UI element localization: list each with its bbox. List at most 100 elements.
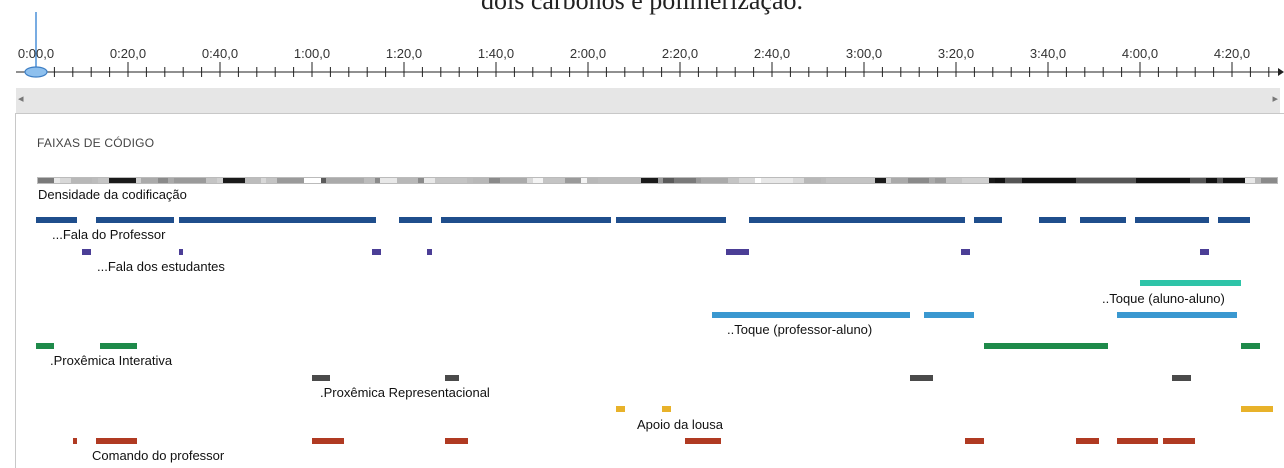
coding-segment[interactable] bbox=[749, 217, 966, 223]
density-segment bbox=[663, 178, 674, 183]
density-segment bbox=[994, 178, 1006, 183]
coding-segment[interactable] bbox=[1172, 374, 1191, 381]
track-label: ..Toque (professor-aluno) bbox=[727, 321, 873, 337]
coding-segment[interactable] bbox=[1241, 343, 1260, 349]
density-segment bbox=[739, 178, 756, 183]
coding-segment[interactable] bbox=[615, 217, 726, 223]
density-segment bbox=[1260, 178, 1278, 183]
coding-segment[interactable] bbox=[312, 374, 331, 381]
coding-segment[interactable] bbox=[312, 437, 345, 444]
coding-segment[interactable] bbox=[910, 374, 933, 381]
coding-segment[interactable] bbox=[726, 248, 749, 255]
density-segment bbox=[532, 178, 544, 183]
ruler-arrow-icon bbox=[1278, 68, 1284, 76]
density-segment bbox=[472, 178, 490, 183]
density-segment bbox=[804, 178, 821, 183]
density-segment bbox=[304, 178, 321, 183]
coding-segment[interactable] bbox=[712, 311, 910, 318]
track-label: .Proxêmica Interativa bbox=[50, 353, 173, 368]
track-label: ...Fala do Professor bbox=[52, 227, 166, 242]
tick-label: 3:20,0 bbox=[937, 46, 975, 61]
coding-segment[interactable] bbox=[1218, 217, 1251, 223]
density-segment bbox=[934, 178, 946, 183]
density-label: Densidade da codificação bbox=[38, 187, 187, 202]
density-segment bbox=[1005, 178, 1022, 183]
coding-segment[interactable] bbox=[178, 248, 184, 255]
density-segment bbox=[135, 178, 142, 183]
coding-segment[interactable] bbox=[100, 343, 138, 349]
density-segment bbox=[1255, 178, 1261, 183]
coding-segment[interactable] bbox=[36, 343, 55, 349]
tick-label: 1:40,0 bbox=[477, 46, 515, 61]
horizontal-scrollbar[interactable]: ◂ ▸ bbox=[16, 88, 1280, 113]
coding-segment[interactable] bbox=[684, 437, 722, 444]
density-segment bbox=[108, 178, 136, 183]
coding-segment[interactable] bbox=[440, 217, 611, 223]
figure-caption: dois carbonos e polimerização. bbox=[481, 0, 803, 15]
coding-segment[interactable] bbox=[1117, 437, 1159, 444]
coding-segment[interactable] bbox=[72, 437, 78, 444]
coding-segment[interactable] bbox=[95, 437, 138, 444]
coding-segment[interactable] bbox=[1199, 248, 1209, 255]
density-segment bbox=[277, 178, 305, 183]
density-segment bbox=[755, 178, 761, 183]
density-segment bbox=[59, 178, 71, 183]
coding-segment[interactable] bbox=[960, 248, 970, 255]
density-segment bbox=[1135, 178, 1191, 183]
coding-segment[interactable] bbox=[1135, 217, 1209, 223]
density-segment bbox=[565, 178, 582, 183]
coding-segment[interactable] bbox=[983, 343, 1108, 349]
coding-segment[interactable] bbox=[923, 311, 975, 318]
density-segment bbox=[793, 178, 805, 183]
density-segment bbox=[173, 178, 207, 183]
coding-segment[interactable] bbox=[1163, 437, 1196, 444]
ruler-ticks bbox=[16, 12, 1284, 78]
density-segment bbox=[326, 178, 365, 183]
density-segment bbox=[244, 178, 261, 183]
tick-label: 2:40,0 bbox=[753, 46, 791, 61]
coding-segment[interactable] bbox=[965, 437, 984, 444]
tick-label: 4:00,0 bbox=[1121, 46, 1159, 61]
density-segment bbox=[929, 178, 935, 183]
density-segment bbox=[206, 178, 218, 183]
coding-segment[interactable] bbox=[82, 248, 92, 255]
coding-segment[interactable] bbox=[615, 406, 625, 412]
tick-label: 1:00,0 bbox=[293, 46, 331, 61]
coding-segment[interactable] bbox=[1117, 311, 1237, 318]
density-segment bbox=[54, 178, 60, 183]
density-segment bbox=[396, 178, 419, 183]
coding-segment[interactable] bbox=[445, 374, 460, 381]
coding-segment[interactable] bbox=[974, 217, 1002, 223]
density-segment bbox=[320, 178, 327, 183]
density-segment bbox=[266, 178, 278, 183]
coding-segment[interactable] bbox=[427, 248, 432, 255]
scroll-left-arrow-icon[interactable]: ◂ bbox=[18, 93, 24, 105]
density-segment bbox=[641, 178, 658, 183]
density-segment bbox=[597, 178, 642, 183]
coding-segment[interactable] bbox=[95, 217, 174, 223]
playhead-knob[interactable] bbox=[24, 66, 48, 78]
density-segment bbox=[1217, 178, 1223, 183]
density-segment bbox=[157, 178, 169, 183]
coding-segment[interactable] bbox=[36, 217, 78, 223]
scroll-right-arrow-icon[interactable]: ▸ bbox=[1272, 93, 1278, 105]
coding-segment[interactable] bbox=[1140, 280, 1242, 286]
coding-segment[interactable] bbox=[1075, 437, 1099, 444]
density-segment bbox=[760, 178, 794, 183]
coding-segment[interactable] bbox=[1080, 217, 1127, 223]
coding-segment[interactable] bbox=[661, 406, 671, 412]
coding-segment[interactable] bbox=[1038, 217, 1067, 223]
coding-segment[interactable] bbox=[178, 217, 377, 223]
coding-segment[interactable] bbox=[445, 437, 469, 444]
tick-label: 1:20,0 bbox=[385, 46, 423, 61]
density-segment bbox=[907, 178, 930, 183]
density-segment bbox=[1206, 178, 1218, 183]
density-segment bbox=[141, 178, 158, 183]
coding-segment[interactable] bbox=[399, 217, 432, 223]
coding-segment[interactable] bbox=[371, 248, 381, 255]
density-segment bbox=[168, 178, 174, 183]
timeline-ruler[interactable]: 0:00,0 0:20,0 0:40,0 1:00,0 1:20,0 1:40,0 2:00… bbox=[0, 0, 1284, 88]
coding-segment[interactable] bbox=[1241, 406, 1274, 412]
density-segment bbox=[826, 178, 875, 183]
track-label: ...Fala dos estudantes bbox=[97, 258, 225, 274]
